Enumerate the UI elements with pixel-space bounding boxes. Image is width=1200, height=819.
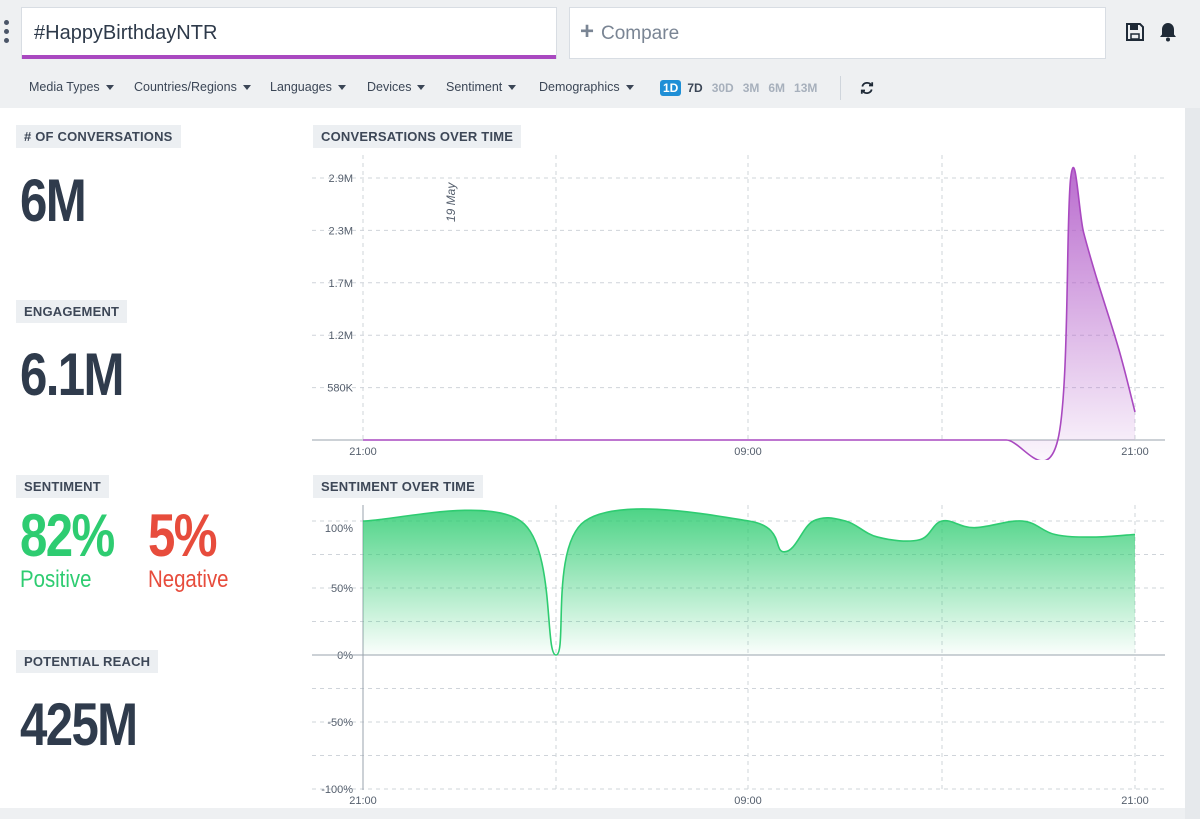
y-tick-label: -50% (327, 717, 353, 729)
filter-languages[interactable]: Languages (270, 80, 346, 94)
filter-countries-regions[interactable]: Countries/Regions (134, 80, 251, 94)
sentiment-chart: 100%50%0%-50%-100%21:00 09:00 21:00 (312, 505, 1165, 805)
y-tick-label: 50% (331, 583, 353, 595)
conversations-value: 6M (20, 167, 87, 234)
search-query: #HappyBirthdayNTR (34, 22, 218, 44)
more-options-icon[interactable] (4, 20, 12, 46)
engagement-value: 6.1M (20, 341, 124, 408)
x-tick-label: 21:00 (1121, 795, 1149, 805)
date-annotation: 19 May (444, 182, 458, 222)
x-tick-label: 21:00 (1121, 446, 1149, 458)
y-tick-label: 1.7M (329, 278, 353, 290)
search-input[interactable]: #HappyBirthdayNTR (21, 7, 557, 59)
y-tick-label: 2.9M (329, 173, 353, 185)
sentiment-chart-title: SENTIMENT OVER TIME (313, 475, 484, 498)
series-line (362, 508, 1136, 656)
conversations-label: # OF CONVERSATIONS (16, 125, 181, 148)
range-13m[interactable]: 13M (794, 81, 818, 95)
range-3m[interactable]: 3M (742, 81, 760, 95)
save-icon[interactable] (1126, 23, 1144, 41)
range-1d[interactable]: 1D (660, 80, 682, 96)
chevron-down-icon (337, 85, 346, 91)
y-tick-label: 0% (337, 650, 353, 662)
x-tick-label: 09:00 (734, 795, 762, 805)
compare-input[interactable]: + Compare (569, 7, 1106, 59)
series-area (363, 167, 1135, 460)
y-tick-label: 580K (327, 383, 353, 395)
range-30d[interactable]: 30D (711, 81, 734, 95)
reach-label: POTENTIAL REACH (16, 650, 159, 673)
scrollbar[interactable] (1185, 108, 1200, 819)
reach-value: 425M (20, 691, 138, 758)
filter-media-types[interactable]: Media Types (29, 80, 114, 94)
x-tick-label: 21:00 (349, 446, 377, 458)
chevron-down-icon (508, 85, 517, 91)
range-6m[interactable]: 6M (768, 81, 786, 95)
sentiment-label: SENTIMENT (16, 475, 109, 498)
positive-value: 82% (20, 502, 115, 569)
refresh-icon[interactable] (860, 81, 874, 95)
filter-demographics[interactable]: Demographics (539, 80, 634, 94)
plus-icon: + (580, 18, 595, 45)
y-tick-label: 100% (325, 523, 353, 535)
divider (840, 76, 841, 100)
bell-icon[interactable] (1159, 22, 1177, 42)
chevron-down-icon (105, 85, 114, 91)
filter-devices[interactable]: Devices (367, 80, 426, 94)
positive-label: Positive (20, 566, 92, 593)
chevron-down-icon (625, 85, 634, 91)
range-7d[interactable]: 7D (687, 81, 703, 95)
filter-bar: Media Types Countries/Regions Languages … (0, 72, 1200, 106)
dashboard-panel (0, 108, 1185, 808)
search-underline (22, 55, 556, 59)
engagement-label: ENGAGEMENT (16, 300, 128, 323)
time-range-selector: 1D 7D 30D 3M 6M 13M (660, 80, 823, 96)
negative-value: 5% (148, 502, 217, 569)
conversations-chart-title: CONVERSATIONS OVER TIME (313, 125, 522, 148)
conversations-chart: 580K 1.2M 1.7M 2.3M 2.9M 21:00 09:00 21:00 19 Ma… (312, 155, 1165, 460)
x-tick-label: 09:00 (734, 446, 762, 458)
chevron-down-icon (417, 85, 426, 91)
y-tick-label: -100% (321, 784, 353, 796)
chevron-down-icon (242, 85, 251, 91)
y-tick-label: 1.2M (329, 330, 353, 342)
x-tick-label: 21:00 (349, 795, 377, 805)
compare-label: Compare (601, 23, 680, 44)
filter-sentiment[interactable]: Sentiment (446, 80, 517, 94)
series-line (363, 166, 1136, 460)
negative-label: Negative (148, 566, 229, 593)
series-area (363, 508, 1135, 655)
y-tick-label: 2.3M (329, 225, 353, 237)
